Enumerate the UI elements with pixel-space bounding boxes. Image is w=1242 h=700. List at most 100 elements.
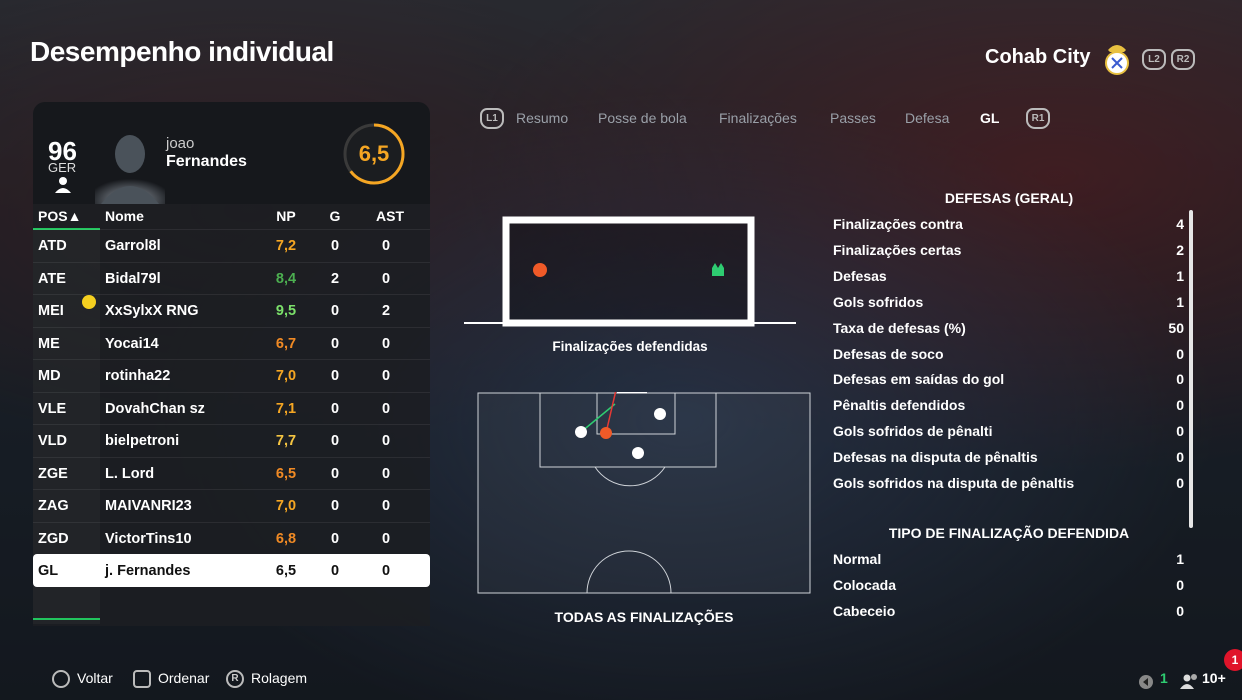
stat-value: 0 xyxy=(1176,475,1184,491)
row-name: rotinha22 xyxy=(105,368,171,384)
person-icon xyxy=(55,177,71,193)
back-hint[interactable]: Voltar xyxy=(77,670,113,686)
stat-value: 0 xyxy=(1176,602,1184,619)
stat-row: Finalizações certas 2 xyxy=(833,237,1185,263)
sort-hint[interactable]: Ordenar xyxy=(158,670,210,686)
stat-value: 1 xyxy=(1176,293,1184,310)
row-np: 7,2 xyxy=(275,238,297,254)
stat-row: Pênaltis defendidos 0 xyxy=(833,392,1185,418)
stat-value: 0 xyxy=(1176,449,1184,466)
shot-marker xyxy=(533,263,547,277)
save-glove-icon xyxy=(712,263,724,276)
notification-badge[interactable]: 1 xyxy=(1224,649,1242,671)
row-ast: 0 xyxy=(381,530,391,547)
stat-label: Gols sofridos na disputa de pênaltis xyxy=(833,475,1075,491)
l2-button[interactable]: L2 xyxy=(1142,49,1166,70)
row-np: 7,0 xyxy=(275,368,297,384)
stat-label: Finalizações certas xyxy=(833,241,962,258)
tab-passes[interactable]: Passes xyxy=(830,110,876,126)
row-np: 6,5 xyxy=(275,563,297,579)
row-pos: ATE xyxy=(38,270,66,287)
row-np: 7,1 xyxy=(275,400,297,417)
r2-button[interactable]: R2 xyxy=(1171,49,1195,70)
stat-value: 1 xyxy=(1176,551,1184,567)
player-silhouette xyxy=(95,135,165,204)
row-np: 6,5 xyxy=(275,465,297,482)
tab-gl[interactable]: GL xyxy=(980,110,1000,126)
row-g: 0 xyxy=(330,433,340,449)
r1-button[interactable]: R1 xyxy=(1026,108,1050,129)
player-first-name: joao xyxy=(166,135,195,152)
scroll-hint[interactable]: Rolagem xyxy=(251,670,308,686)
row-name: DovahChan sz xyxy=(105,400,205,417)
stat-label: Normal xyxy=(833,551,882,567)
table-row[interactable]: MD rotinha22 7,0 0 0 xyxy=(33,359,430,392)
table-row[interactable]: GL j. Fernandes 6,5 0 0 xyxy=(33,554,430,587)
stat-label: Defesas em saídas do gol xyxy=(833,371,1005,388)
stat-row: Gols sofridos de pênalti 0 xyxy=(833,418,1185,444)
table-row[interactable]: ZGE L. Lord 6,5 0 0 xyxy=(33,456,430,490)
row-ast: 0 xyxy=(381,335,391,352)
stat-value: 0 xyxy=(1176,397,1184,414)
row-g: 0 xyxy=(330,400,340,417)
row-g: 0 xyxy=(330,530,340,547)
table-row[interactable]: ATD Garrol8l 7,2 0 0 xyxy=(33,229,430,262)
star-player-icon xyxy=(82,295,96,309)
table-footer-accent xyxy=(33,618,100,620)
players-table: POS▲ Nome NP G AST ATD Garrol8l 7,2 0 0 ATE Bi… xyxy=(33,204,430,626)
table-row[interactable]: VLE DovahChan sz 7,1 0 0 xyxy=(33,391,430,425)
tab-finalizacoes[interactable]: Finalizações xyxy=(719,110,797,126)
tab-resumo[interactable]: Resumo xyxy=(516,110,569,126)
table-row[interactable]: ME Yocai14 6,7 0 0 xyxy=(33,326,430,360)
row-np: 6,8 xyxy=(275,530,297,547)
header-ast[interactable]: AST xyxy=(376,208,404,224)
stat-row: Defesas em saídas do gol 0 xyxy=(833,366,1185,392)
row-ast: 0 xyxy=(381,465,391,482)
row-pos: MD xyxy=(38,368,61,384)
pitch-label: TODAS AS FINALIZAÇÕES xyxy=(554,609,734,625)
row-pos: GL xyxy=(38,563,59,579)
row-pos: VLE xyxy=(38,400,67,417)
table-row[interactable]: MEI XxSylxX RNG 9,5 0 2 xyxy=(33,294,430,327)
l1-button[interactable]: L1 xyxy=(480,108,504,129)
player-overall-label: GER xyxy=(48,160,77,175)
tab-posse[interactable]: Posse de bola xyxy=(598,110,687,126)
stat-label: Gols sofridos de pênalti xyxy=(833,423,993,440)
tab-defesa[interactable]: Defesa xyxy=(905,110,950,126)
row-name: Bidal79l xyxy=(105,270,161,287)
row-ast: 0 xyxy=(381,498,391,514)
player-rating: 6,5 xyxy=(358,141,390,166)
stats-scrollbar[interactable] xyxy=(1189,210,1193,528)
stat-row: Normal 1 xyxy=(833,546,1185,572)
row-g: 0 xyxy=(330,498,340,514)
row-name: VictorTins10 xyxy=(105,530,192,547)
stat-value: 50 xyxy=(1168,319,1184,336)
speaker-icon xyxy=(1139,675,1153,689)
row-g: 0 xyxy=(330,563,340,579)
table-row[interactable]: ZGD VictorTins10 6,8 0 0 xyxy=(33,521,430,555)
row-name: j. Fernandes xyxy=(105,563,191,579)
row-pos: ATD xyxy=(38,238,67,254)
stat-row: Colocada 0 xyxy=(833,572,1185,598)
pitch-diagram xyxy=(477,392,811,594)
circle-button-icon xyxy=(52,670,70,688)
header-name[interactable]: Nome xyxy=(105,208,144,224)
row-name: XxSylxX RNG xyxy=(105,303,199,319)
header-np[interactable]: NP xyxy=(276,208,296,224)
stat-row: Defesas de soco 0 xyxy=(833,341,1185,367)
row-g: 0 xyxy=(330,335,340,352)
table-row[interactable]: ATE Bidal79l 8,4 2 0 xyxy=(33,261,430,295)
stat-row: Finalizações contra 4 xyxy=(833,211,1185,237)
table-row[interactable]: VLD bielpetroni 7,7 0 0 xyxy=(33,424,430,457)
row-g: 0 xyxy=(330,465,340,482)
square-button-icon xyxy=(133,670,151,688)
row-ast: 0 xyxy=(381,238,391,254)
row-np: 9,5 xyxy=(275,303,297,319)
row-g: 0 xyxy=(330,303,340,319)
stat-label: Defesas xyxy=(833,267,887,284)
table-row[interactable]: ZAG MAIVANRI23 7,0 0 0 xyxy=(33,489,430,522)
header-pos[interactable]: POS▲ xyxy=(38,208,82,224)
team-name: Cohab City xyxy=(985,46,1091,68)
player-last-name: Fernandes xyxy=(166,153,247,170)
header-g[interactable]: G xyxy=(329,208,341,224)
